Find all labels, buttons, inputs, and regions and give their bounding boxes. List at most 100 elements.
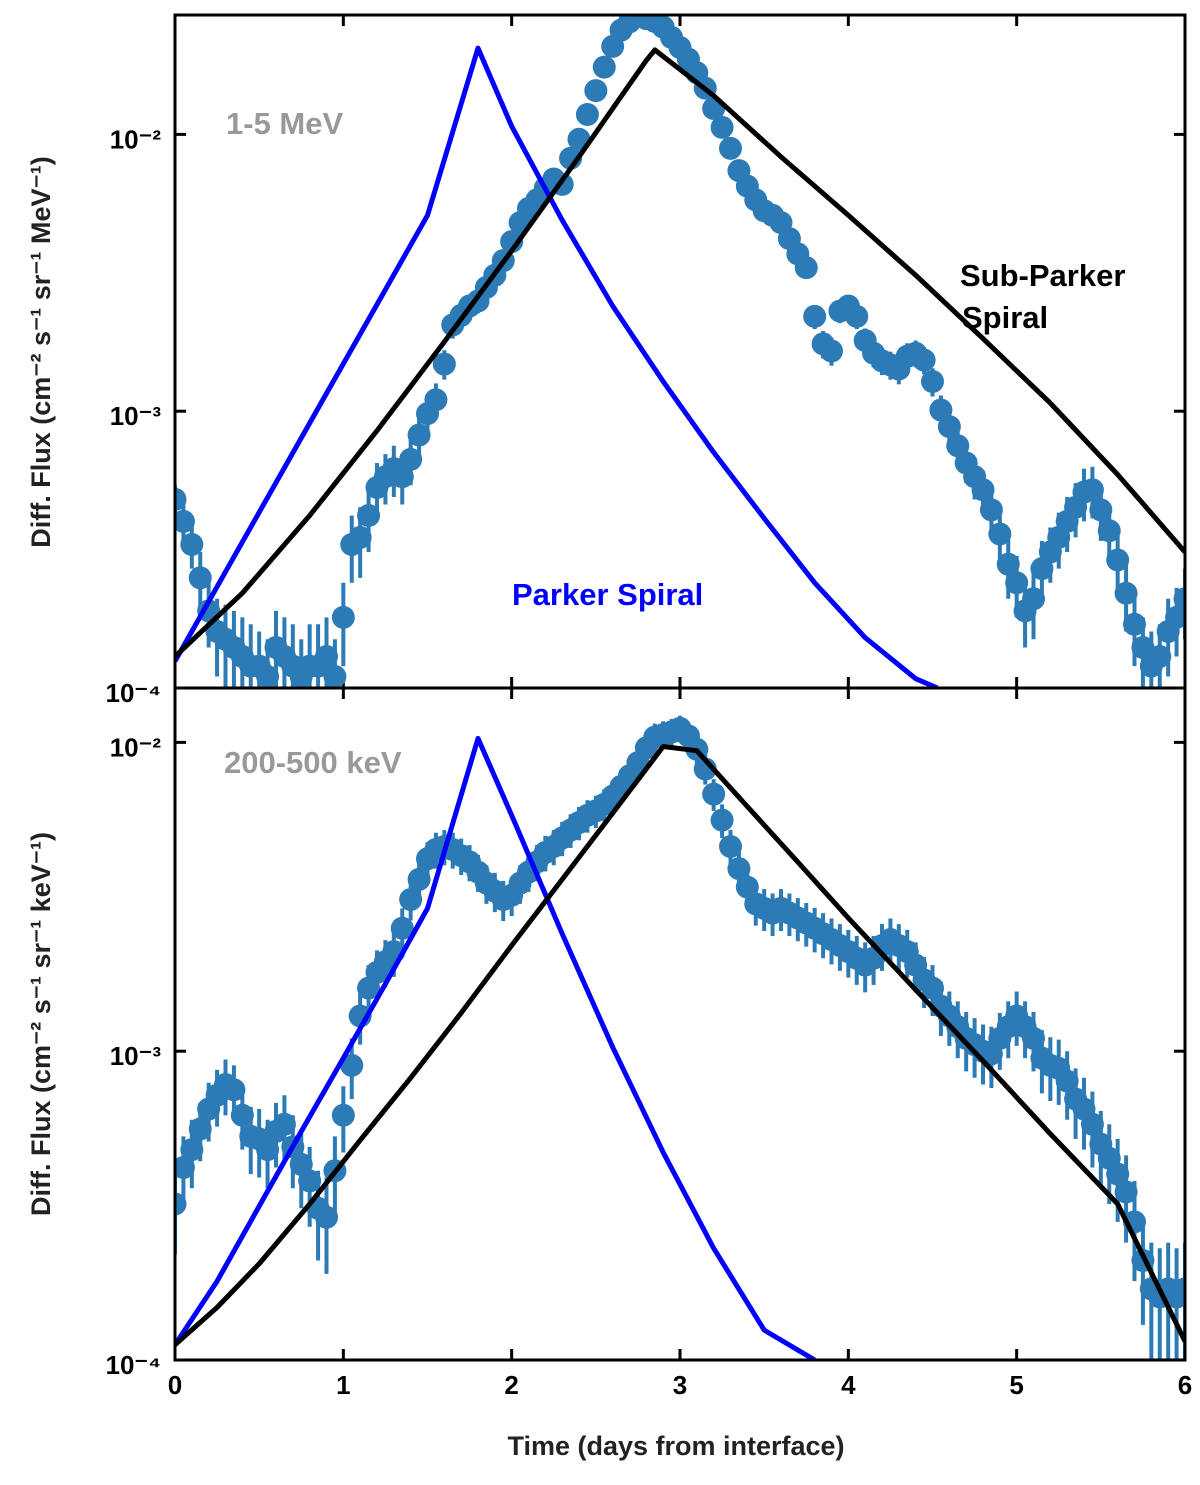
- top-data-point: [937, 415, 961, 439]
- bottom-data-point: [390, 916, 414, 940]
- bottom-data-points: [175, 715, 1185, 1360]
- top-data-point: [1097, 519, 1121, 543]
- top-data-point: [1165, 605, 1185, 629]
- top-data-point: [912, 348, 936, 372]
- top-data-point: [256, 665, 280, 688]
- bottom-sub-parker-spiral-line: [175, 744, 1185, 1347]
- bottom-data-point: [340, 1053, 364, 1077]
- bottom-y-axis-label: Diff. Flux (cm⁻² s⁻¹ sr⁻¹ keV⁻¹): [26, 832, 56, 1216]
- bottom-data-point: [272, 1112, 296, 1136]
- top-data-point: [988, 522, 1012, 546]
- xtick-label: 6: [1178, 1370, 1192, 1400]
- top-data-point: [996, 552, 1020, 576]
- top-data-point: [1022, 587, 1045, 611]
- bottom-model-lines: [175, 735, 1185, 1360]
- top-data-point: [407, 423, 431, 447]
- top-data-point: [1123, 612, 1146, 636]
- top-data-point: [794, 256, 818, 280]
- bottom-axes-frame: [173, 686, 1187, 1362]
- top-data-point: [175, 487, 187, 511]
- top-data-point: [331, 605, 355, 629]
- top-data-point: [357, 503, 381, 527]
- top-data-point: [592, 55, 616, 79]
- top-data-point: [180, 532, 204, 556]
- top-data-point: [979, 498, 1003, 522]
- panel-top-1-5-mev: 10⁻⁴ 10⁻³ 10⁻² 1-5 MeV Sub-Parker Spiral P…: [26, 13, 1187, 708]
- xtick-label: 5: [1009, 1370, 1023, 1400]
- top-data-point: [500, 230, 524, 254]
- top-data-point: [1106, 548, 1130, 572]
- bottom-ytick-label: 10⁻⁴: [105, 1350, 161, 1380]
- top-model-lines: [175, 45, 1185, 688]
- top-data-point: [584, 79, 608, 103]
- bottom-data-point: [298, 1169, 322, 1193]
- x-tick-labels: 0 1 2 3 4 5 6: [168, 1370, 1192, 1400]
- x-axis-label: Time (days from interface): [507, 1431, 844, 1461]
- top-data-point: [803, 304, 827, 328]
- top-parker-spiral-line: [175, 45, 939, 688]
- top-data-point: [348, 525, 372, 549]
- top-data-point: [921, 370, 944, 394]
- bottom-data-point: [702, 782, 726, 806]
- sub-parker-label-line2: Spiral: [962, 300, 1048, 335]
- bottom-data-point: [1022, 1026, 1045, 1050]
- xtick-label: 3: [673, 1370, 687, 1400]
- bottom-data-point: [1106, 1162, 1130, 1186]
- top-data-point: [390, 465, 414, 489]
- bottom-data-point: [222, 1078, 246, 1102]
- top-data-point: [1173, 587, 1185, 611]
- bottom-ytick-label: 10⁻²: [110, 732, 162, 762]
- top-sub-parker-spiral-line: [175, 47, 1185, 659]
- top-data-point: [1131, 636, 1155, 660]
- xtick-label: 1: [336, 1370, 350, 1400]
- top-data-point: [845, 304, 869, 328]
- bottom-data-point: [719, 835, 742, 859]
- bottom-data-point: [315, 1205, 338, 1229]
- top-data-point: [1005, 571, 1029, 595]
- top-data-point: [188, 566, 212, 590]
- top-data-point: [175, 509, 195, 533]
- top-data-point: [323, 665, 347, 688]
- xtick-label: 4: [841, 1370, 856, 1400]
- bottom-data-point: [180, 1138, 204, 1162]
- top-data-point: [1080, 478, 1104, 502]
- top-data-point: [946, 434, 970, 458]
- top-data-point: [971, 478, 995, 502]
- bottom-data-point: [175, 1192, 187, 1216]
- bottom-data-point: [256, 1138, 280, 1162]
- top-data-point: [424, 388, 448, 412]
- top-band-label: 1-5 MeV: [226, 106, 343, 141]
- bottom-data-point: [1055, 1069, 1079, 1093]
- bottom-data-point: [230, 1103, 254, 1127]
- top-plot-area: [175, 15, 1185, 688]
- panel-bottom-200-500-kev: 10⁻⁴ 10⁻³ 10⁻² 0 1 2 3 4 5 6 200-500 keV Diff. F…: [26, 686, 1192, 1461]
- top-data-point: [432, 352, 456, 376]
- top-data-point: [399, 447, 423, 471]
- top-data-point: [710, 115, 734, 139]
- top-data-point: [315, 644, 338, 668]
- bottom-data-point: [407, 867, 431, 891]
- top-y-axis-label: Diff. Flux (cm⁻² s⁻¹ sr⁻¹ MeV⁻¹): [26, 156, 56, 548]
- top-data-points: [175, 15, 1185, 688]
- bottom-data-point: [710, 808, 734, 832]
- bottom-data-point: [331, 1103, 355, 1127]
- xtick-label: 0: [168, 1370, 182, 1400]
- bottom-data-point: [1114, 1180, 1138, 1204]
- bottom-y-tick-labels: 10⁻⁴ 10⁻³ 10⁻²: [105, 732, 161, 1380]
- top-data-point: [719, 136, 742, 160]
- bottom-band-label: 200-500 keV: [224, 745, 402, 780]
- bottom-ytick-label: 10⁻³: [110, 1041, 162, 1071]
- parker-spiral-label: Parker Spiral: [512, 577, 703, 612]
- bottom-data-point: [1080, 1112, 1104, 1136]
- sub-parker-label-line1: Sub-Parker: [960, 258, 1125, 293]
- top-ytick-label: 10⁻³: [110, 401, 162, 431]
- top-data-point: [1148, 644, 1172, 668]
- top-data-point: [820, 339, 843, 363]
- top-ytick-label: 10⁻²: [110, 124, 162, 154]
- top-y-tick-labels: 10⁻⁴ 10⁻³ 10⁻²: [105, 124, 161, 708]
- bottom-data-point: [399, 887, 423, 911]
- bottom-data-point: [727, 857, 751, 881]
- bottom-parker-spiral-line: [175, 735, 816, 1360]
